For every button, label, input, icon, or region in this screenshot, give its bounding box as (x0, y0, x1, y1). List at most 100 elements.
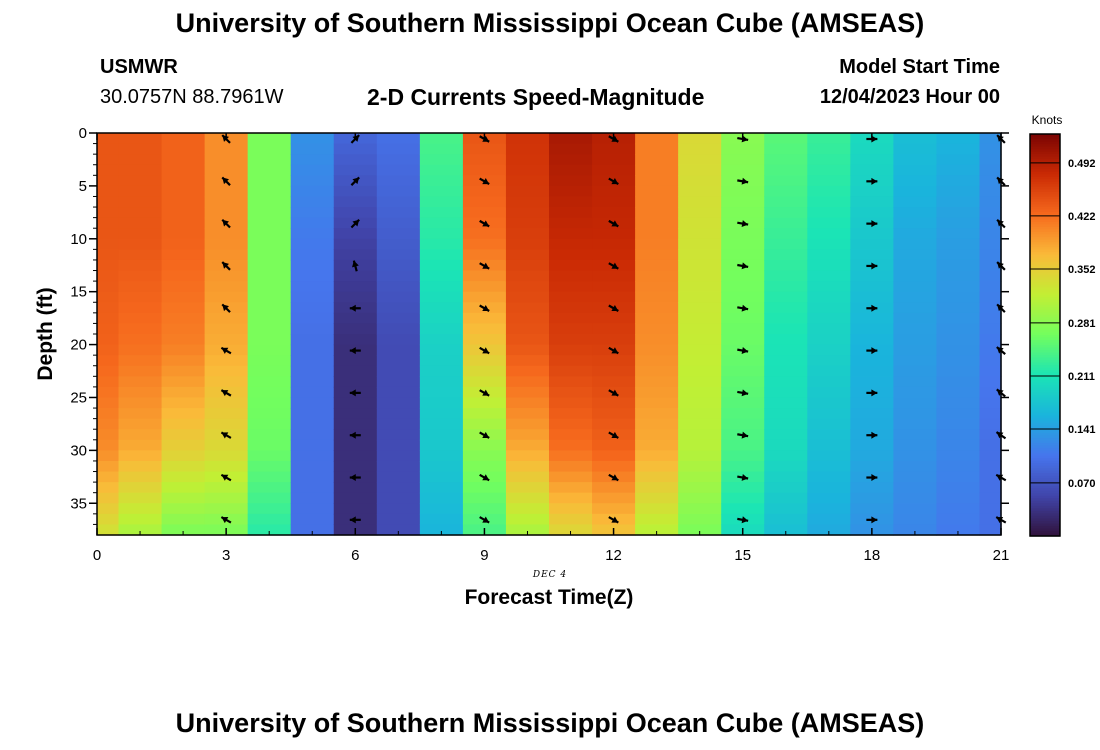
current-arrow (220, 516, 232, 524)
heatmap-cell (721, 196, 765, 208)
heatmap-cell (118, 154, 163, 166)
heatmap-cell (979, 524, 1002, 536)
heatmap-cell (97, 323, 120, 335)
heatmap-cell (462, 450, 507, 462)
colorbar-segment (1030, 528, 1060, 532)
heatmap-cell (850, 164, 894, 176)
heatmap-cell (505, 217, 550, 229)
heatmap-cell (936, 196, 981, 208)
current-arrow (866, 262, 878, 270)
colorbar-segment (1030, 375, 1060, 379)
heatmap-cell (979, 164, 1002, 176)
heatmap-cell (936, 217, 981, 229)
heatmap-cell (505, 238, 550, 250)
colorbar-segment (1030, 407, 1060, 411)
heatmap-cell (979, 355, 1002, 367)
heatmap-cell (549, 175, 593, 187)
heatmap-cell (97, 355, 120, 367)
current-arrow (479, 389, 490, 397)
heatmap-cell (678, 281, 722, 293)
colorbar-segment (1030, 505, 1060, 509)
heatmap-cell (161, 270, 206, 282)
heatmap-cell (247, 323, 292, 335)
heatmap-cell (549, 524, 593, 536)
heatmap-cell (678, 418, 722, 430)
heatmap-cell (376, 450, 421, 462)
heatmap-cell (807, 302, 851, 314)
colorbar-segment (1030, 350, 1060, 354)
heatmap-cell (118, 133, 163, 145)
heatmap-cell (97, 238, 120, 250)
heatmap-cell (721, 376, 765, 388)
heatmap-cell (118, 482, 163, 494)
heatmap-cell (505, 503, 550, 515)
heatmap-cell (419, 397, 464, 409)
heatmap-cell (290, 228, 335, 240)
heatmap-cell (419, 355, 464, 367)
heatmap-cell (764, 513, 808, 526)
heatmap-cell (462, 196, 507, 208)
heatmap-cell (678, 408, 722, 420)
heatmap-cell (549, 185, 593, 198)
colorbar-segment (1030, 254, 1060, 258)
heatmap-cell (247, 334, 292, 346)
heatmap-cell (204, 397, 249, 409)
heatmap-cell (505, 355, 550, 367)
heatmap-cell (376, 355, 421, 367)
current-arrow (608, 516, 619, 524)
x-tick-label: 6 (351, 547, 359, 564)
heatmap-cell (97, 164, 120, 176)
colorbar-segment (1030, 134, 1060, 138)
colorbar-segment (1030, 410, 1060, 414)
heatmap-cell (549, 365, 593, 377)
heatmap-cell (635, 228, 679, 240)
heatmap-cell (505, 302, 550, 314)
heatmap-cell (505, 164, 550, 176)
colorbar-segment (1030, 151, 1060, 155)
colorbar-segment (1030, 201, 1060, 205)
heatmap-cell (161, 207, 206, 219)
heatmap-cell (505, 386, 550, 399)
heatmap-cell (979, 450, 1002, 462)
heatmap-cell (635, 175, 679, 187)
heatmap-cell (549, 154, 593, 166)
heatmap-cell (97, 429, 120, 441)
colorbar-segment (1030, 438, 1060, 442)
colorbar-segment (1030, 312, 1060, 316)
heatmap-cell (721, 355, 765, 367)
heatmap-cell (505, 270, 550, 282)
heatmap-cell (635, 397, 679, 409)
heatmap-cell (204, 355, 249, 367)
colorbar-segment (1030, 329, 1060, 334)
heatmap-cell (850, 460, 894, 473)
heatmap-cell (376, 270, 421, 282)
heatmap-cell (376, 334, 421, 346)
heatmap-cell (247, 471, 292, 483)
heatmap-cell (936, 302, 981, 314)
heatmap-cell (161, 281, 206, 293)
heatmap-cell (505, 133, 550, 145)
heatmap-cell (290, 376, 335, 388)
colorbar-segment (1030, 345, 1060, 349)
colorbar-segment (1030, 468, 1060, 472)
heatmap-cell (376, 408, 421, 420)
heatmap-cell (462, 492, 507, 504)
heatmap-cell (893, 175, 938, 187)
heatmap-cell (592, 185, 636, 198)
colorbar-frame (1029, 133, 1061, 537)
colorbar-segment (1030, 164, 1060, 168)
heatmap-cell (290, 238, 335, 250)
heatmap-cell (936, 164, 981, 176)
heatmap-cell (807, 386, 851, 399)
current-arrow (866, 304, 878, 312)
heatmap-cell (505, 143, 550, 155)
heatmap-cell (893, 207, 938, 219)
heatmap-cell (764, 164, 808, 176)
heatmap-cell (376, 524, 421, 536)
chart-subtitle: 2-D Currents Speed-Magnitude (367, 84, 705, 110)
heatmap-cell (764, 503, 808, 515)
heatmap-cell (247, 482, 292, 494)
heatmap-cell (97, 513, 120, 526)
heatmap-cell (721, 482, 765, 494)
colorbar-segment (1030, 196, 1060, 200)
